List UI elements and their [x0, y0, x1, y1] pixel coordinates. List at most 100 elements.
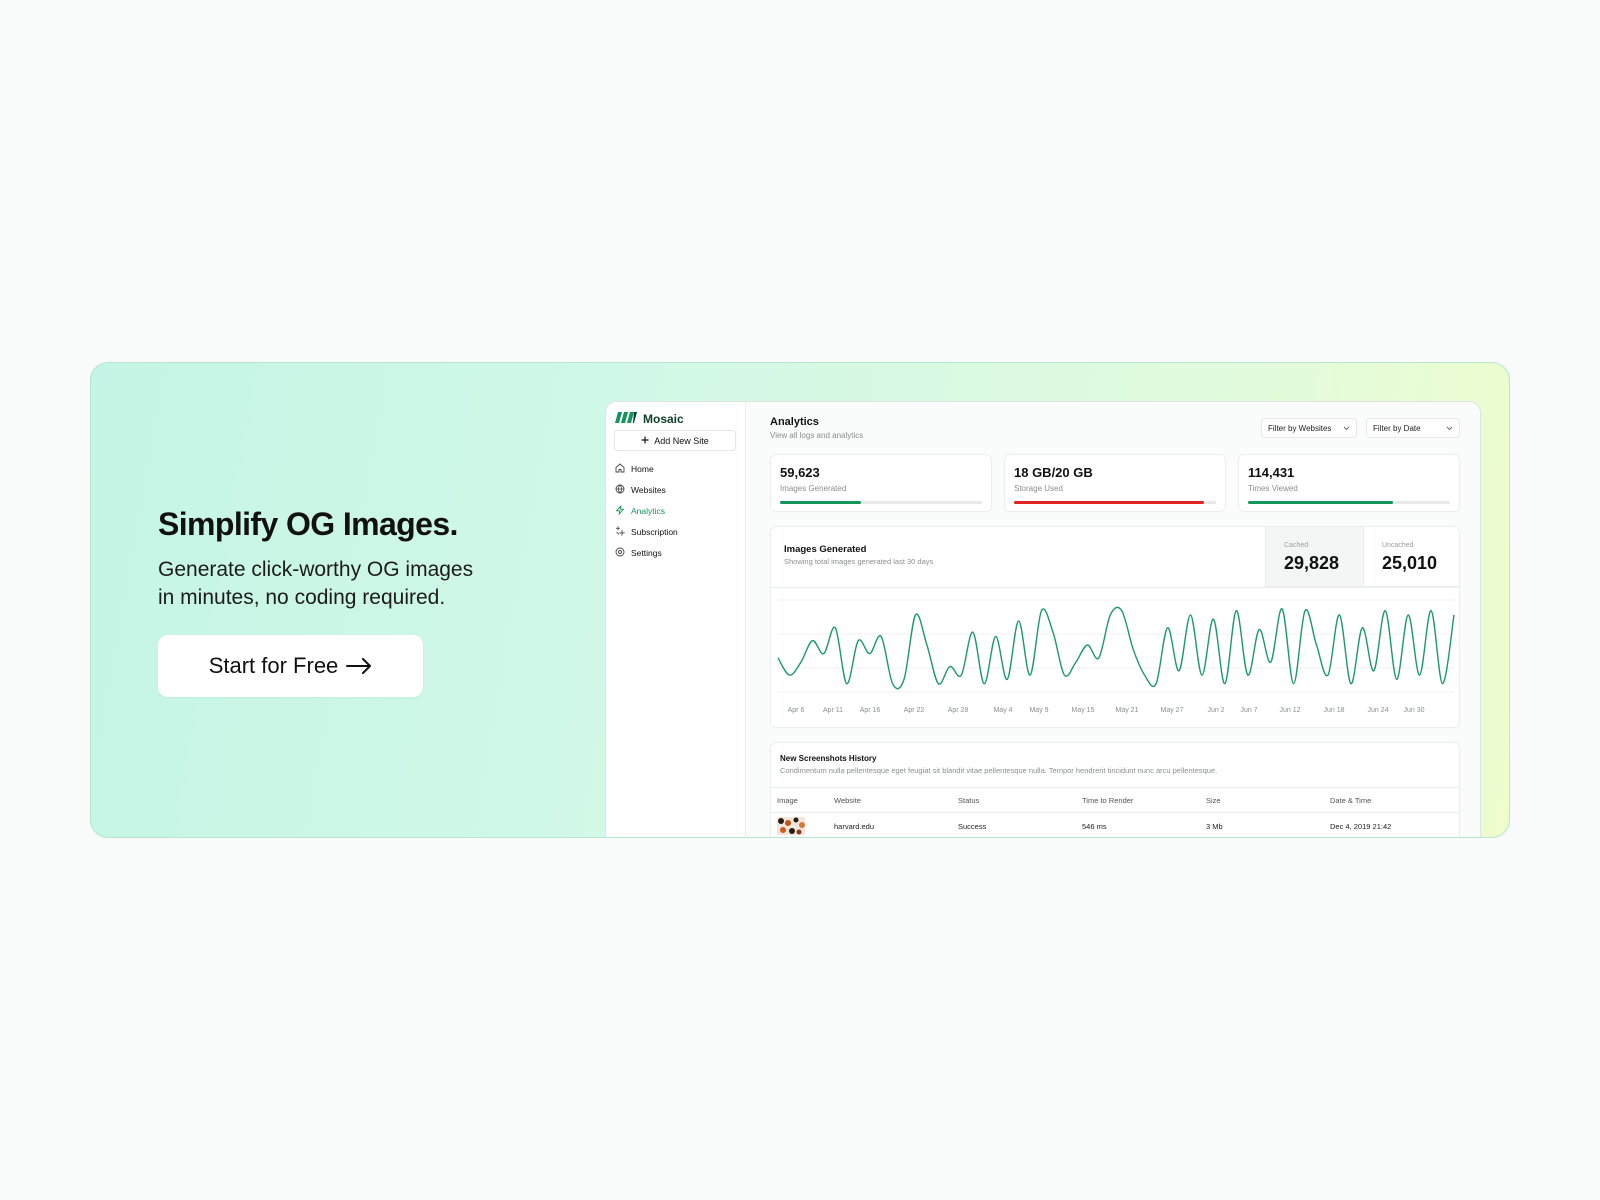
filter-by-websites-dropdown[interactable]: Filter by Websites — [1261, 418, 1357, 438]
progress-bar-fill — [1014, 501, 1204, 504]
x-tick-label: Apr 16 — [860, 707, 881, 714]
brand-name: Mosaic — [643, 412, 684, 426]
home-icon — [615, 462, 625, 475]
sidebar-item-label: Analytics — [631, 505, 666, 516]
row-image-cell — [777, 813, 805, 837]
filter-by-date-dropdown[interactable]: Filter by Date — [1366, 418, 1460, 438]
progress-bar — [780, 501, 982, 504]
sidebar-item-websites[interactable]: Websites — [615, 479, 739, 500]
x-tick-label: Jun 12 — [1279, 707, 1300, 714]
uncached-value: 25,010 — [1382, 553, 1438, 573]
chart-subtitle: Showing total images generated last 30 d… — [784, 557, 934, 566]
screenshot-thumbnail[interactable] — [777, 817, 805, 835]
stat-label: Images Generated — [780, 484, 847, 493]
stat-value: 114,431 — [1248, 465, 1295, 480]
stat-value: 18 GB/20 GB — [1014, 465, 1093, 480]
row-date-time: Dec 4, 2019 21:42 — [1330, 821, 1392, 831]
stat-card-storage-used: 18 GB/20 GB Storage Used — [1004, 454, 1226, 512]
chevron-down-icon — [1343, 424, 1350, 433]
hero-title: Simplify OG Images. — [158, 506, 458, 542]
uncached-label: Uncached — [1382, 542, 1414, 549]
sidebar-item-settings[interactable]: Settings — [615, 542, 739, 563]
row-status: Success — [958, 821, 987, 831]
sidebar-item-label: Subscription — [631, 526, 678, 537]
lightning-icon — [615, 504, 625, 517]
chart-title: Images Generated — [784, 544, 867, 555]
x-tick-label: Jun 2 — [1207, 707, 1224, 714]
gear-icon — [615, 547, 625, 559]
progress-bar-fill — [1248, 501, 1394, 504]
column-header-status[interactable]: Status — [958, 795, 980, 805]
add-new-site-button[interactable]: Add New Site — [614, 430, 736, 451]
x-tick-label: May 4 — [993, 707, 1012, 714]
hero-banner: Simplify OG Images. Generate click-worth… — [90, 362, 1510, 838]
plus-icon — [641, 436, 649, 446]
history-title: New Screenshots History — [780, 754, 877, 763]
line-chart: Apr 6 Apr 11 Apr 16 Apr 22 Apr 28 May 4 May 9 M… — [777, 599, 1455, 714]
screenshots-history-card: New Screenshots History Condimentum null… — [770, 742, 1460, 837]
filter-websites-label: Filter by Websites — [1268, 423, 1332, 433]
brand: Mosaic — [615, 410, 684, 428]
stat-label: Storage Used — [1014, 484, 1063, 493]
filter-date-label: Filter by Date — [1373, 423, 1421, 433]
series-line — [777, 606, 1455, 690]
sidebar-nav: Home Websites Analytics — [615, 458, 739, 563]
column-header-website[interactable]: Website — [834, 795, 861, 805]
stat-label: Times Viewed — [1248, 484, 1298, 493]
table-header: Image Website Status Time to Render Size… — [771, 787, 1459, 813]
stat-card-images-generated: 59,623 Images Generated — [770, 454, 992, 512]
chart-divider — [771, 587, 1459, 588]
stat-card-times-viewed: 114,431 Times Viewed — [1238, 454, 1460, 512]
row-size: 3 Mb — [1206, 821, 1223, 831]
progress-bar — [1014, 501, 1216, 504]
hero-subtitle: Generate click-worthy OG images in minut… — [158, 556, 578, 612]
x-tick-label: Apr 22 — [904, 707, 925, 714]
sidebar-item-label: Websites — [631, 484, 666, 495]
stat-value: 59,623 — [780, 465, 820, 480]
x-tick-label: Apr 28 — [948, 707, 969, 714]
x-tick-label: May 21 — [1116, 707, 1139, 714]
sidebar: Mosaic Add New Site Home — [606, 402, 746, 837]
cta-label: Start for Free — [208, 653, 339, 678]
cached-label: Cached — [1284, 542, 1309, 549]
start-for-free-button[interactable]: Start for Free — [158, 635, 423, 697]
x-tick-label: Apr 11 — [823, 707, 843, 714]
progress-bar — [1248, 501, 1450, 504]
x-tick-label: May 15 — [1072, 707, 1095, 714]
sidebar-item-label: Settings — [631, 547, 662, 558]
mosaic-logo-icon — [615, 410, 637, 428]
main-content: Analytics View all logs and analytics Fi… — [747, 402, 1480, 837]
x-tick-label: Jun 7 — [1240, 707, 1257, 714]
row-time-to-render: 546 ms — [1082, 821, 1107, 831]
column-header-time-to-render[interactable]: Time to Render — [1082, 795, 1134, 805]
x-tick-label: Jun 18 — [1323, 707, 1344, 714]
x-tick-label: Jun 24 — [1367, 707, 1388, 714]
hero-subtitle-line-2: in minutes, no coding required. — [158, 586, 446, 610]
sidebar-item-analytics[interactable]: Analytics — [615, 500, 739, 521]
globe-icon — [615, 484, 625, 496]
column-header-date-time[interactable]: Date & Time — [1330, 795, 1372, 805]
arrow-right-icon — [346, 658, 372, 674]
add-new-site-label: Add New Site — [654, 435, 709, 446]
cached-kpi: Cached 29,828 — [1265, 527, 1363, 587]
x-tick-label: Jun 30 — [1403, 707, 1424, 714]
sparkle-icon — [615, 525, 625, 538]
sidebar-item-subscription[interactable]: Subscription — [615, 521, 739, 542]
row-website: harvard.edu — [834, 821, 875, 831]
sidebar-item-label: Home — [631, 463, 654, 474]
hero-text: Simplify OG Images. Generate click-worth… — [158, 506, 578, 612]
hero-subtitle-line-1: Generate click-worthy OG images — [158, 558, 474, 582]
table-row[interactable]: harvard.edu Success 546 ms 3 Mb Dec 4, 2… — [771, 813, 1459, 837]
uncached-kpi: Uncached 25,010 — [1363, 527, 1459, 587]
chevron-down-icon — [1446, 424, 1453, 433]
x-tick-label: Apr 6 — [788, 707, 805, 714]
history-subtitle: Condimentum nulla pellentesque eget feug… — [780, 766, 1218, 775]
page-subtitle: View all logs and analytics — [770, 431, 864, 440]
app-screenshot: Mosaic Add New Site Home — [605, 401, 1481, 837]
images-generated-chart-card: Images Generated Showing total images ge… — [770, 526, 1460, 728]
x-tick-label: May 9 — [1029, 707, 1048, 714]
sidebar-item-home[interactable]: Home — [615, 458, 739, 479]
column-header-size[interactable]: Size — [1206, 795, 1221, 805]
column-header-image[interactable]: Image — [777, 795, 798, 805]
cached-value: 29,828 — [1284, 553, 1340, 573]
